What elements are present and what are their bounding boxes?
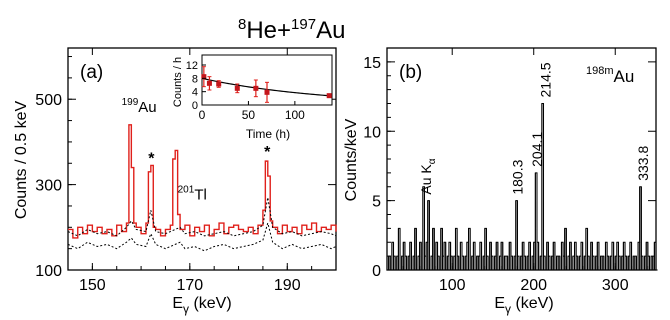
annotation-sup: 199 xyxy=(122,97,139,108)
figure-title: 8He+197Au xyxy=(238,16,345,44)
peak-label-text: 180.3 xyxy=(510,159,526,194)
inset-xlabel: Time (h) xyxy=(246,127,290,141)
panel-a-series-group xyxy=(67,124,337,252)
panel-b-ytick-label: 0 xyxy=(372,263,381,280)
inset-ytick-label: 4 xyxy=(192,87,198,99)
panel-a-series-dotted-2 xyxy=(67,221,337,252)
panel-b-isotope-text: Au xyxy=(614,67,635,86)
inset-ytick-label: 0 xyxy=(192,100,198,112)
inset-xtick-label: 0 xyxy=(199,108,206,122)
panel-a-label: (a) xyxy=(80,62,103,83)
inset-point xyxy=(234,85,240,91)
inset-point xyxy=(201,74,207,80)
annotation-sup: 201 xyxy=(178,185,195,196)
title-sup-b: 197 xyxy=(291,16,316,33)
panel-b-xlabel-main: E xyxy=(494,295,505,312)
panel-a-star-marker: * xyxy=(148,150,155,167)
inset-xtick-label: 50 xyxy=(242,108,256,122)
panel-b-ylabel: Counts/keV xyxy=(343,118,360,201)
panel-b-xtick-label: 200 xyxy=(520,277,547,294)
panel-b-xlabel: Eγ (keV) xyxy=(494,295,553,316)
peak-label-text: 214.5 xyxy=(538,62,554,97)
panel-a-ytick-label: 300 xyxy=(35,178,62,195)
panel-b-peak-label: 214.5 xyxy=(538,62,554,97)
title-main: He+ xyxy=(246,17,291,44)
panel-a-xtick-label: 170 xyxy=(176,277,203,294)
panel-a-isotope-annotation: 199Au xyxy=(122,97,157,116)
panel-b-xlabel-unit: (keV) xyxy=(511,295,554,312)
annotation-text: Au xyxy=(138,99,156,116)
panel-a-ytick-label: 100 xyxy=(35,263,62,280)
inset-ylabel: Counts / h xyxy=(172,57,184,107)
panel-b-plot-group xyxy=(387,103,658,271)
panel-a-frame xyxy=(67,47,337,271)
panel-b-peak-label: 180.3 xyxy=(510,159,526,194)
panel-a-xlabel-main: E xyxy=(172,295,183,312)
panel-a-series-dotted-1 xyxy=(67,197,337,237)
panel-b-peak-label: 204.1 xyxy=(529,132,545,167)
inset-ytick-label: 8 xyxy=(192,73,198,85)
panel-a-xlabel-unit: (keV) xyxy=(189,295,232,312)
inset-point xyxy=(264,89,270,95)
panel-a-ylabel: Counts / 0.5 keV xyxy=(13,101,30,220)
panel-b-ytick-label: 5 xyxy=(372,194,381,211)
panel-b-isotope-sup: 198m xyxy=(586,65,614,77)
panel-b: 100 200 300 0 5 10 15 (b) 198mAu Au Kα 180.3204… xyxy=(343,47,658,316)
panel-a-xlabel-sub: γ xyxy=(183,302,189,316)
panel-b-ticks-group: 100 200 300 0 5 10 15 xyxy=(363,47,656,294)
inset-point xyxy=(206,80,212,86)
panel-b-ytick-label: 10 xyxy=(363,124,381,141)
panel-b-xlabel-sub: γ xyxy=(505,302,511,316)
panel-b-peak-label: Au Kα xyxy=(418,158,438,194)
inset-plot-group: 0 50 100 04 812 xyxy=(186,60,333,122)
inset-ytick-label: 12 xyxy=(186,60,198,72)
peak-label-text: Au K xyxy=(418,164,434,195)
panel-a-star-marker: * xyxy=(264,144,271,161)
title-sup-a: 8 xyxy=(238,16,246,33)
panel-a-xtick-label: 190 xyxy=(274,277,301,294)
panel-a-annotations: 199Au 201Tl * * xyxy=(122,97,272,204)
panel-b-isotope-label: 198mAu xyxy=(586,65,634,86)
inset-point xyxy=(253,85,259,91)
inset-point xyxy=(216,81,222,87)
panel-a-xlabel: Eγ (keV) xyxy=(172,295,231,316)
inset-xtick-label: 100 xyxy=(285,108,305,122)
panel-a-isotope-annotation: 201Tl xyxy=(178,185,207,204)
panel-a-xtick-label: 150 xyxy=(79,277,106,294)
annotation-text: Tl xyxy=(194,187,207,204)
panel-b-peak-label: 333.8 xyxy=(635,146,651,181)
peak-label-text: 333.8 xyxy=(635,146,651,181)
peak-label-sub: α xyxy=(427,158,438,164)
title-tail: Au xyxy=(316,17,345,44)
panel-b-label: (b) xyxy=(399,62,422,83)
panel-a-ytick-label: 500 xyxy=(35,92,62,109)
panel-b-xtick-label: 300 xyxy=(602,277,629,294)
panel-b-xtick-label: 100 xyxy=(439,277,466,294)
inset-panel: 0 50 100 04 812 Counts / h Time (h) xyxy=(172,54,333,141)
inset-point xyxy=(326,93,332,99)
panel-b-ytick-label: 15 xyxy=(363,55,381,72)
peak-label-text: 204.1 xyxy=(529,132,545,167)
panel-a-series-red xyxy=(68,124,337,239)
